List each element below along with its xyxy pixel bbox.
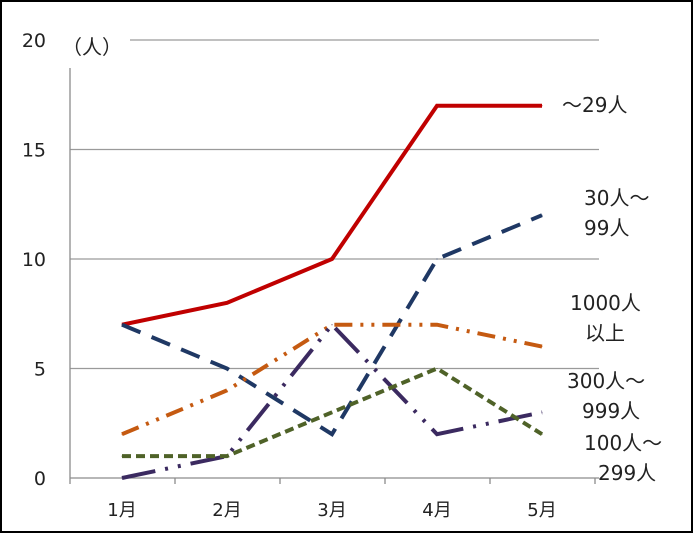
series-label-3: 300人〜	[567, 369, 645, 393]
y-tick-label: 0	[34, 468, 46, 490]
data-point	[541, 346, 543, 348]
data-point	[541, 105, 543, 107]
data-point	[541, 433, 543, 435]
series-line-0	[121, 103, 542, 327]
data-point	[226, 389, 228, 391]
y-axis-unit-label: （人）	[62, 35, 122, 59]
data-point	[436, 433, 438, 435]
gridlines	[70, 39, 599, 370]
data-point	[436, 105, 438, 107]
data-point	[121, 455, 123, 457]
data-point	[121, 477, 123, 479]
data-point	[331, 258, 333, 260]
data-point	[541, 411, 543, 413]
y-tick-label: 5	[34, 359, 46, 381]
data-point	[331, 324, 333, 326]
data-point	[541, 214, 543, 216]
y-tick-label: 20	[22, 30, 46, 52]
y-tick-label: 10	[22, 249, 46, 271]
series-label-3: 999人	[582, 399, 640, 423]
data-point	[226, 302, 228, 304]
series-label-1: 99人	[584, 216, 629, 240]
data-point	[121, 324, 123, 326]
series-label-4: 100人〜	[584, 431, 662, 455]
series-label-2: 1000人	[570, 291, 641, 315]
data-point	[331, 411, 333, 413]
data-point	[331, 433, 333, 435]
x-tick-label: 3月	[317, 500, 346, 521]
y-tick-label: 15	[22, 140, 46, 162]
series-lines	[121, 103, 544, 480]
axes: 0 5 10 15 20 1月 2月 3月 4月 5月	[22, 30, 599, 521]
data-point	[436, 258, 438, 260]
data-point	[436, 324, 438, 326]
series-label-2: 以上	[585, 321, 625, 345]
series-label-0: 〜29人	[562, 93, 627, 117]
series-label-1: 30人〜	[584, 186, 649, 210]
x-tick-label: 5月	[527, 500, 556, 521]
data-point	[226, 368, 228, 369]
data-point	[436, 368, 438, 369]
data-point	[121, 433, 123, 435]
series-line-3	[121, 321, 543, 480]
series-line-2	[121, 322, 543, 437]
x-tick-label: 1月	[107, 500, 136, 521]
x-tick-label: 4月	[422, 500, 451, 521]
series-label-4: 299人	[598, 461, 656, 485]
data-point	[226, 455, 228, 457]
x-tick-label: 2月	[212, 500, 241, 521]
